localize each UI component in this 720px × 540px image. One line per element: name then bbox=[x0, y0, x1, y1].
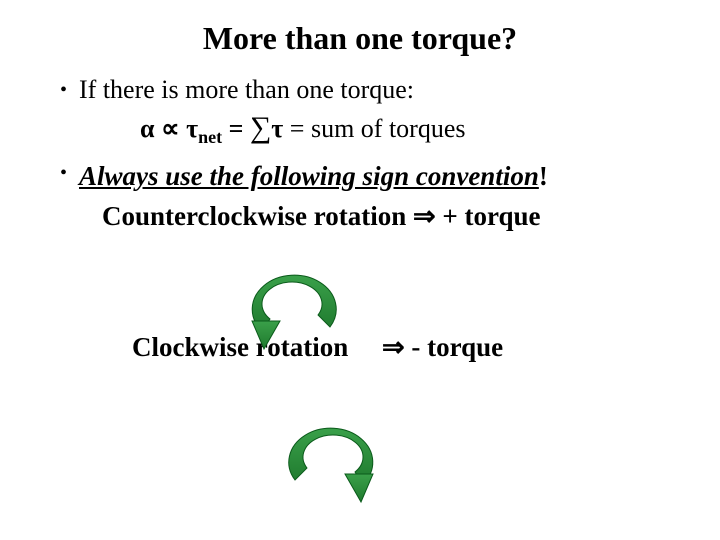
implies-icon: ⇒ bbox=[382, 332, 405, 362]
sub-net: net bbox=[198, 127, 222, 147]
bullet-row-1: • If there is more than one torque: bbox=[40, 75, 680, 105]
formula-line: α ∝ τnet = ∑τ = sum of torques bbox=[140, 111, 680, 148]
ccw-line: Counterclockwise rotation ⇒ + torque bbox=[102, 201, 680, 232]
cw-result: - torque bbox=[405, 332, 504, 362]
bullet1-text: If there is more than one torque: bbox=[79, 75, 414, 105]
bullet2-text: Always use the following sign convention… bbox=[79, 158, 548, 194]
sym-sum: ∑ bbox=[250, 111, 271, 144]
ccw-label: Counterclockwise rotation bbox=[102, 201, 413, 231]
ccw-result: + torque bbox=[436, 201, 541, 231]
sym-eq1: = bbox=[229, 114, 244, 143]
bullet2-bang: ! bbox=[539, 161, 548, 191]
bullet-marker: • bbox=[60, 158, 67, 188]
ccw-arrow-icon bbox=[230, 265, 360, 355]
bullet2-leading: Always use the following sign convention bbox=[79, 161, 539, 191]
bullet-marker: • bbox=[60, 75, 67, 105]
slide-title: More than one torque? bbox=[40, 20, 680, 57]
sym-propto: ∝ bbox=[161, 114, 180, 143]
sym-tau2: τ bbox=[271, 114, 283, 143]
implies-icon: ⇒ bbox=[413, 201, 436, 231]
formula-tail: = sum of torques bbox=[283, 114, 465, 143]
bullet-row-2: • Always use the following sign conventi… bbox=[40, 158, 680, 194]
sym-tau1: τ bbox=[186, 114, 198, 143]
cw-line: Clockwise rotation ⇒ - torque bbox=[132, 332, 680, 363]
sym-alpha: α bbox=[140, 114, 155, 143]
cw-arrow-icon bbox=[265, 418, 395, 508]
